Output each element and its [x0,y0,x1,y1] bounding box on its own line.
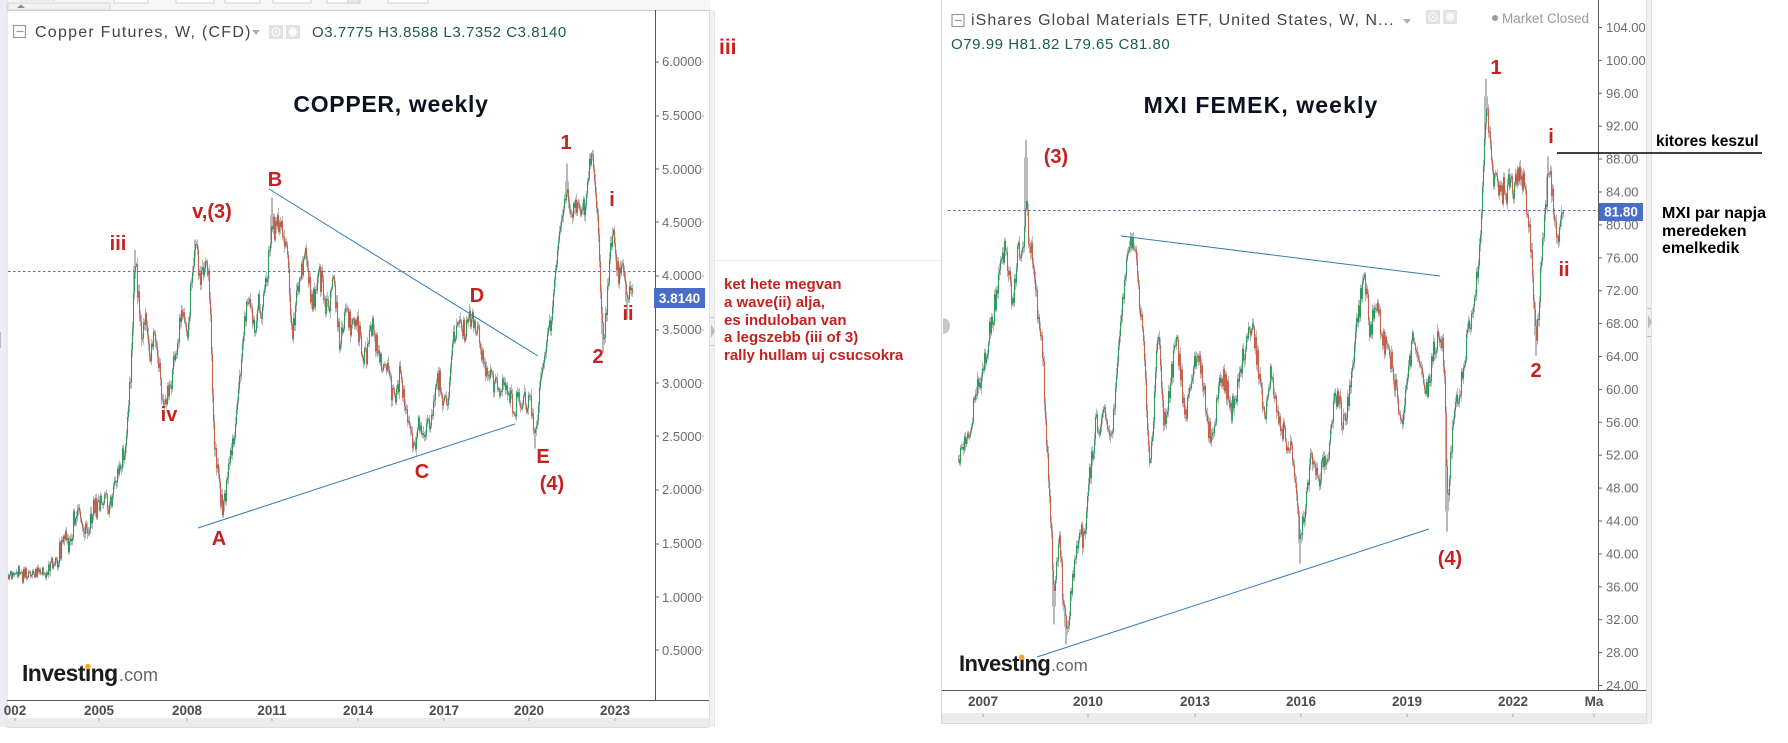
svg-text:2.5000: 2.5000 [662,429,702,444]
svg-text:4.5000: 4.5000 [662,215,702,230]
svg-text:2017: 2017 [429,703,459,718]
svg-text:72.00: 72.00 [1606,283,1639,298]
svg-text:1.0000: 1.0000 [662,590,702,605]
svg-text:MXI par napja: MXI par napja [1662,205,1766,222]
svg-text:ket hete megvan: ket hete megvan [724,276,842,293]
svg-text:2014: 2014 [343,703,374,718]
svg-text:iii: iii [110,233,127,255]
svg-text:a wave(ii) alja,: a wave(ii) alja, [724,294,825,311]
svg-text:88.00: 88.00 [1606,152,1639,167]
svg-text:76.00: 76.00 [1606,250,1639,265]
svg-text:.com: .com [119,665,158,685]
svg-text:5.0000: 5.0000 [662,162,702,177]
svg-text:2007: 2007 [968,694,998,709]
svg-text:84.00: 84.00 [1606,185,1639,200]
svg-text:48.00: 48.00 [1606,481,1639,496]
svg-text:2008: 2008 [172,703,203,718]
svg-text:2020: 2020 [514,703,544,718]
svg-text:5.5000: 5.5000 [662,108,702,123]
svg-text:64.00: 64.00 [1606,349,1639,364]
svg-text:6.0000: 6.0000 [662,54,702,69]
svg-text:Investıng: Investıng [959,651,1050,676]
svg-text:ii: ii [622,303,633,325]
svg-text:1: 1 [560,132,571,154]
svg-text:COPPER, weekly: COPPER, weekly [293,91,488,117]
svg-text:a legszebb (iii of 3): a legszebb (iii of 3) [724,329,858,346]
svg-text:2011: 2011 [257,703,287,718]
svg-text:iShares Global Materials ETF,: iShares Global Materials ETF, United Sta… [971,12,1395,29]
svg-text:100.00: 100.00 [1606,53,1646,68]
svg-text:v,(3): v,(3) [192,201,232,223]
svg-text:D: D [470,285,484,307]
svg-text:i: i [1548,126,1554,148]
svg-text:kitores keszul: kitores keszul [1656,133,1759,150]
svg-text:2022: 2022 [1498,694,1528,709]
svg-text:rally hullam uj csucsokra: rally hullam uj csucsokra [724,347,904,364]
svg-text:(4): (4) [1438,548,1462,570]
svg-text:3.0000: 3.0000 [662,376,702,391]
svg-text:B: B [268,169,282,191]
svg-text:iv: iv [161,404,179,426]
svg-text:0.5000: 0.5000 [662,643,702,658]
svg-text:2: 2 [592,346,603,368]
svg-text:1: 1 [1490,57,1501,79]
svg-text:104.00: 104.00 [1606,20,1646,35]
svg-text:32.00: 32.00 [1606,612,1639,627]
svg-text:iii: iii [719,36,737,59]
svg-text:2016: 2016 [1286,694,1317,709]
svg-text:Ma: Ma [1585,694,1604,709]
svg-text:3.8140: 3.8140 [659,291,700,306]
svg-text:MXI FEMEK, weekly: MXI FEMEK, weekly [1144,92,1379,118]
svg-text:92.00: 92.00 [1606,119,1639,134]
svg-text:Copper Futures, W, (CFD): Copper Futures, W, (CFD) [35,24,252,41]
svg-text:E: E [536,446,549,468]
svg-text:es induloban van: es induloban van [724,312,847,329]
svg-text:2013: 2013 [1180,694,1211,709]
svg-text:28.00: 28.00 [1606,645,1639,660]
svg-text:Investıng: Investıng [22,660,118,686]
svg-text:96.00: 96.00 [1606,86,1639,101]
svg-text:44.00: 44.00 [1606,514,1639,529]
svg-text:68.00: 68.00 [1606,316,1639,331]
svg-text:O3.7775 H3.8588 L3.7352 C3.: O3.7775 H3.8588 L3.7352 C3.8140 [312,24,567,41]
svg-text:24.00: 24.00 [1606,678,1639,693]
svg-text:2.0000: 2.0000 [662,482,702,497]
svg-text:(3): (3) [1044,146,1068,168]
svg-text:2005: 2005 [84,703,115,718]
svg-text:Market Closed: Market Closed [1502,11,1589,26]
svg-text:C: C [415,461,429,483]
svg-text:2019: 2019 [1392,694,1422,709]
svg-text:.com: .com [1051,656,1088,675]
svg-text:40.00: 40.00 [1606,546,1639,561]
svg-text:2: 2 [1530,360,1541,382]
svg-text:O79.99 H81.82 L79.65 C81.80: O79.99 H81.82 L79.65 C81.80 [951,36,1170,53]
svg-text:emelkedik: emelkedik [1662,240,1739,257]
svg-text:36.00: 36.00 [1606,579,1639,594]
svg-text:002: 002 [4,703,27,718]
svg-text:80.00: 80.00 [1606,217,1639,232]
svg-text:81.80: 81.80 [1604,205,1638,220]
svg-text:meredeken: meredeken [1662,223,1747,240]
svg-text:A: A [212,528,226,550]
svg-text:60.00: 60.00 [1606,382,1639,397]
svg-text:2023: 2023 [600,703,631,718]
svg-text:56.00: 56.00 [1606,415,1639,430]
svg-text:2010: 2010 [1073,694,1103,709]
svg-text:52.00: 52.00 [1606,448,1639,463]
svg-text:4.0000: 4.0000 [662,268,702,283]
svg-text:i: i [609,189,615,211]
svg-text:3.5000: 3.5000 [662,322,702,337]
svg-text:1.5000: 1.5000 [662,536,702,551]
svg-text:(4): (4) [540,473,564,495]
svg-text:ii: ii [1558,259,1569,281]
